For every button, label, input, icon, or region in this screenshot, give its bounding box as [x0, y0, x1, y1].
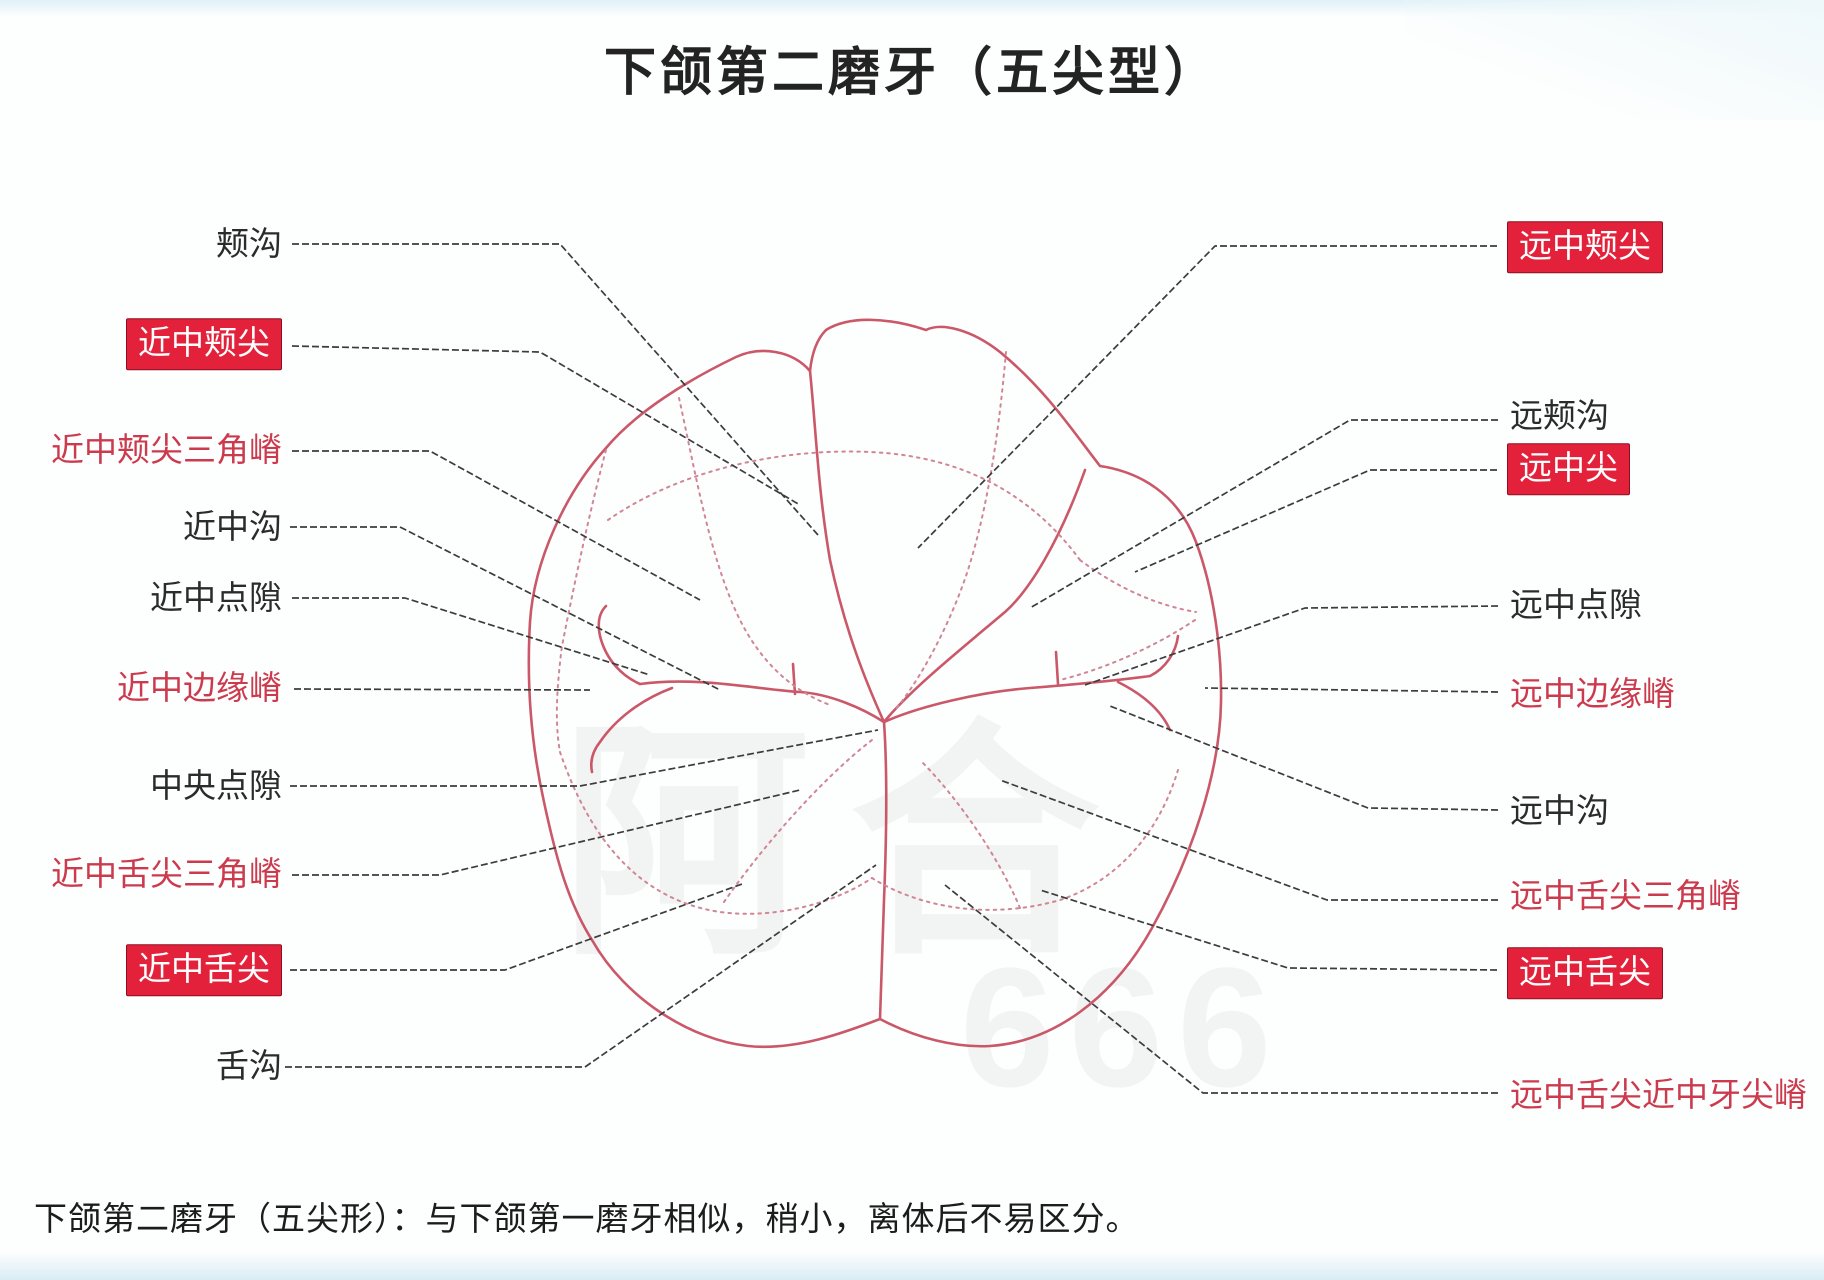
- distobuccal-groove-line: [882, 468, 1087, 724]
- leader-line-mesial-groove: [290, 526, 721, 691]
- leader-line-mesiobuccal-cusp: [291, 345, 801, 506]
- leader-line-distobuccal-groove: [1029, 419, 1498, 609]
- distal-groove-hook: [1148, 634, 1180, 678]
- bottom-tint-band: [0, 1252, 1824, 1280]
- leader-line-distolingual-cusp: [1039, 889, 1498, 971]
- lingual-groove-line: [878, 720, 888, 1021]
- caption-text: 下颌第二磨牙（五尖形）：与下颌第一磨牙相似，稍小，离体后不易区分。: [34, 1200, 1140, 1237]
- distolingual-ridge-arc: [871, 769, 1179, 911]
- tooth-outline: [527, 318, 1223, 1049]
- leader-line-distal-marginal-ridge: [1204, 687, 1499, 693]
- distal-groove-tick: [1054, 650, 1060, 686]
- mesiobuccal-triangular-ridge-line: [678, 397, 831, 706]
- leader-line-mesiobuccal-cusp-triangular-ridge: [292, 450, 701, 601]
- distal-groove-line: [882, 674, 1152, 724]
- mesiolingual-ridge-arc: [559, 751, 873, 915]
- leader-line-distolingual-cusp-mesial-ridge: [944, 884, 1498, 1094]
- leader-line-mesial-pit: [292, 597, 651, 676]
- leader-line-buccal-groove: [292, 243, 819, 536]
- inner-ring-right: [1079, 559, 1197, 613]
- leader-line-distal-groove: [1109, 705, 1499, 811]
- distal-groove-branch: [1116, 680, 1172, 732]
- mesiolingual-triangular-ridge-line: [723, 739, 873, 903]
- central-fossa-arc: [607, 450, 1081, 561]
- buccal-groove-line: [808, 369, 886, 724]
- page-title: 下颌第二磨牙（五尖型）: [603, 44, 1220, 102]
- corner-tint: [1404, 0, 1824, 120]
- leader-line-distal-cusp: [1134, 469, 1497, 573]
- mesial-groove-branch: [589, 686, 674, 774]
- mesial-groove-hook: [597, 604, 642, 686]
- leader-line-distolingual-cusp-triangular-ridge: [999, 779, 1498, 901]
- leader-line-distobuccal-cusp: [917, 245, 1497, 549]
- mesial-groove-tick: [791, 662, 797, 696]
- mesial-groove-line: [638, 680, 886, 724]
- leader-line-lingual-groove: [285, 864, 877, 1068]
- leader-line-mesiolingual-cusp: [290, 883, 743, 971]
- inner-ring-left: [555, 449, 607, 753]
- distolingual-triangular-ridge-line: [919, 759, 1021, 909]
- leader-line-central-pit: [290, 729, 879, 787]
- leader-line-mesial-marginal-ridge: [293, 688, 591, 691]
- distobuccal-triangular-ridge-line: [894, 351, 1007, 711]
- leader-line-mesiolingual-cusp-triangular-ridge: [292, 789, 801, 876]
- leader-line-distal-pit: [1084, 605, 1499, 686]
- top-tint-band: [0, 0, 1824, 16]
